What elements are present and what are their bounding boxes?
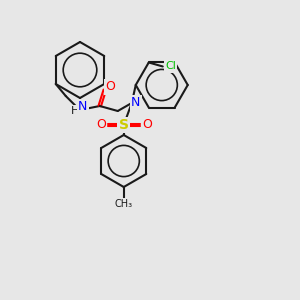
Text: O: O	[142, 118, 152, 131]
Text: CH₃: CH₃	[115, 199, 133, 209]
Text: O: O	[96, 118, 106, 131]
Text: H: H	[70, 106, 79, 116]
Text: N: N	[131, 97, 140, 110]
Text: S: S	[119, 118, 129, 132]
Text: Cl: Cl	[165, 61, 176, 71]
Text: N: N	[78, 100, 87, 113]
Text: O: O	[105, 80, 115, 94]
